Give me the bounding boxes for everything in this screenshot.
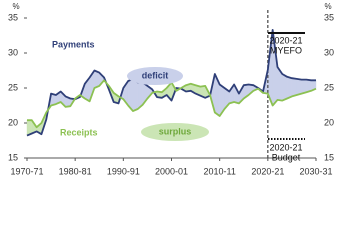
y-tick-label: 35 xyxy=(8,12,18,22)
x-tick-label: 2010-11 xyxy=(203,166,235,176)
legend-label: MYEFO xyxy=(270,45,302,55)
x-tick-label: 2000-01 xyxy=(155,166,188,176)
y2-tick-label: 30 xyxy=(324,47,334,57)
y-tick-label: 25 xyxy=(8,82,18,92)
legend-label: 2020-21 xyxy=(269,142,302,152)
y2-tick-label: 35 xyxy=(324,12,334,22)
deficit-bubble xyxy=(127,67,183,85)
y-tick-label: 20 xyxy=(8,117,18,127)
y2-tick-label: 20 xyxy=(324,117,334,127)
series-label: Receipts xyxy=(60,127,98,137)
gap-area xyxy=(296,78,302,96)
y2-tick-label: 25 xyxy=(324,82,334,92)
y-tick-label: 15 xyxy=(8,152,18,162)
annotation: surplus xyxy=(159,126,192,136)
chart: 15 20 25 30 35 15 20 25 30 35% % 1970-71 1980-81 1990… xyxy=(8,2,334,176)
gap-area xyxy=(282,73,288,101)
x-tick-label: 1970-71 xyxy=(10,166,43,176)
annotation: deficit xyxy=(142,70,169,80)
gap-area xyxy=(286,76,293,99)
series-label: Payments xyxy=(52,39,95,49)
y-unit: % xyxy=(12,2,19,11)
x-tick-label: 1980-81 xyxy=(59,166,92,176)
legend-label: Budget xyxy=(272,152,301,162)
y-tick-label: 30 xyxy=(8,47,18,57)
x-tick-label: 2030-31 xyxy=(299,166,332,176)
y2-unit: % xyxy=(324,2,331,11)
gap-area xyxy=(291,77,297,97)
gap-area xyxy=(132,78,138,112)
surplus-bubble xyxy=(141,123,209,141)
y2-tick-label: 15 xyxy=(324,152,334,162)
legend-label: 2020-21 xyxy=(269,35,302,45)
x-tick-label: 1990-91 xyxy=(107,166,140,176)
x-tick-label: 2020-21 xyxy=(251,166,284,176)
